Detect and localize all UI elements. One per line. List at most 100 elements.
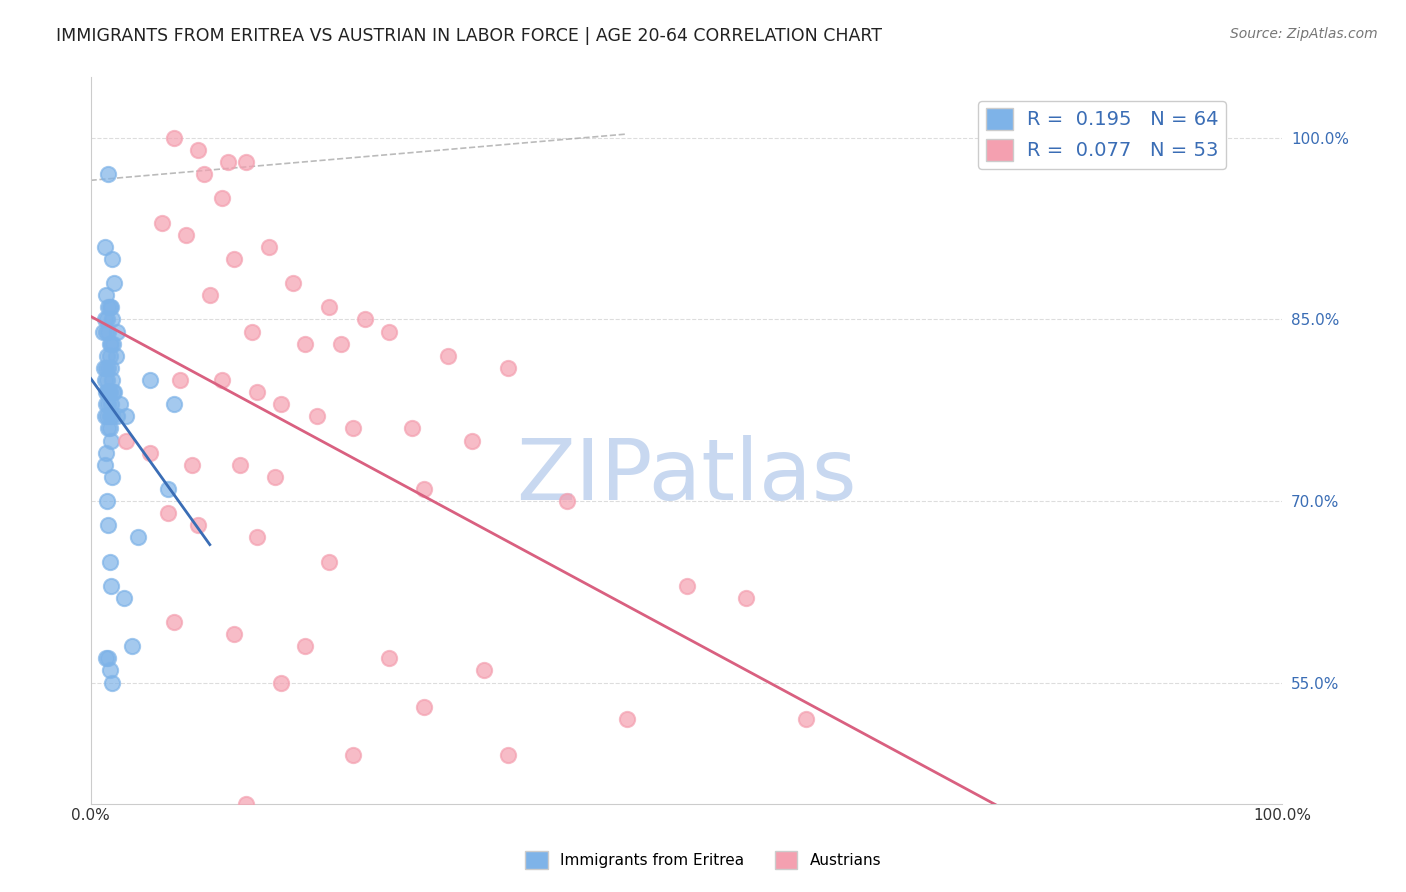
Point: [98, 301, 121, 315]
Point: [318, 301, 340, 315]
Point: [401, 421, 423, 435]
Point: [103, 385, 125, 400]
Point: [100, 301, 122, 315]
Point: [97, 651, 120, 665]
Point: [96, 373, 118, 387]
Point: [97, 325, 120, 339]
Point: [94, 397, 117, 411]
Point: [437, 349, 460, 363]
Point: [98, 664, 121, 678]
Point: [98, 349, 121, 363]
Point: [98, 409, 121, 424]
Point: [94, 240, 117, 254]
Point: [342, 748, 364, 763]
Point: [472, 664, 495, 678]
Legend: Immigrants from Eritrea, Austrians: Immigrants from Eritrea, Austrians: [519, 845, 887, 875]
Point: [496, 748, 519, 763]
Point: [112, 591, 135, 605]
Point: [342, 421, 364, 435]
Point: [307, 409, 329, 424]
Point: [110, 397, 132, 411]
Text: IMMIGRANTS FROM ERITREA VS AUSTRIAN IN LABOR FORCE | AGE 20-64 CORRELATION CHART: IMMIGRANTS FROM ERITREA VS AUSTRIAN IN L…: [56, 27, 882, 45]
Point: [270, 675, 292, 690]
Point: [217, 155, 239, 169]
Point: [211, 373, 233, 387]
Point: [222, 627, 245, 641]
Point: [174, 227, 197, 242]
Point: [96, 409, 118, 424]
Point: [259, 240, 281, 254]
Point: [377, 325, 399, 339]
Point: [96, 349, 118, 363]
Point: [115, 434, 138, 448]
Point: [96, 385, 118, 400]
Point: [246, 385, 269, 400]
Point: [94, 312, 117, 326]
Point: [187, 518, 209, 533]
Point: [101, 409, 124, 424]
Point: [97, 397, 120, 411]
Point: [96, 312, 118, 326]
Point: [283, 276, 305, 290]
Text: ZIPatlas: ZIPatlas: [516, 435, 856, 518]
Point: [235, 797, 257, 811]
Point: [121, 640, 143, 654]
Point: [240, 325, 263, 339]
Point: [169, 373, 191, 387]
Point: [222, 252, 245, 266]
Point: [94, 373, 117, 387]
Point: [318, 555, 340, 569]
Point: [675, 579, 697, 593]
Point: [105, 409, 128, 424]
Point: [97, 421, 120, 435]
Point: [329, 336, 352, 351]
Point: [413, 482, 436, 496]
Point: [97, 385, 120, 400]
Point: [557, 494, 579, 508]
Point: [187, 143, 209, 157]
Point: [100, 360, 122, 375]
Point: [115, 409, 138, 424]
Point: [193, 167, 215, 181]
Point: [264, 470, 287, 484]
Point: [246, 530, 269, 544]
Point: [94, 445, 117, 459]
Point: [616, 712, 638, 726]
Point: [96, 494, 118, 508]
Point: [181, 458, 204, 472]
Point: [103, 336, 125, 351]
Point: [103, 276, 125, 290]
Point: [93, 360, 115, 375]
Point: [150, 216, 173, 230]
Point: [100, 434, 122, 448]
Point: [294, 640, 316, 654]
Point: [104, 349, 127, 363]
Point: [100, 336, 122, 351]
Point: [101, 373, 124, 387]
Point: [794, 712, 817, 726]
Point: [103, 385, 125, 400]
Legend: R =  0.195   N = 64, R =  0.077   N = 53: R = 0.195 N = 64, R = 0.077 N = 53: [979, 101, 1226, 169]
Point: [157, 482, 180, 496]
Point: [139, 445, 162, 459]
Point: [98, 555, 121, 569]
Point: [228, 458, 250, 472]
Point: [94, 458, 117, 472]
Point: [100, 579, 122, 593]
Point: [139, 373, 162, 387]
Point: [101, 470, 124, 484]
Point: [94, 325, 117, 339]
Point: [157, 506, 180, 520]
Point: [377, 651, 399, 665]
Point: [97, 360, 120, 375]
Point: [198, 288, 221, 302]
Point: [496, 360, 519, 375]
Point: [94, 409, 117, 424]
Point: [163, 615, 186, 629]
Point: [98, 421, 121, 435]
Point: [413, 699, 436, 714]
Point: [94, 385, 117, 400]
Point: [94, 288, 117, 302]
Point: [98, 385, 121, 400]
Point: [105, 325, 128, 339]
